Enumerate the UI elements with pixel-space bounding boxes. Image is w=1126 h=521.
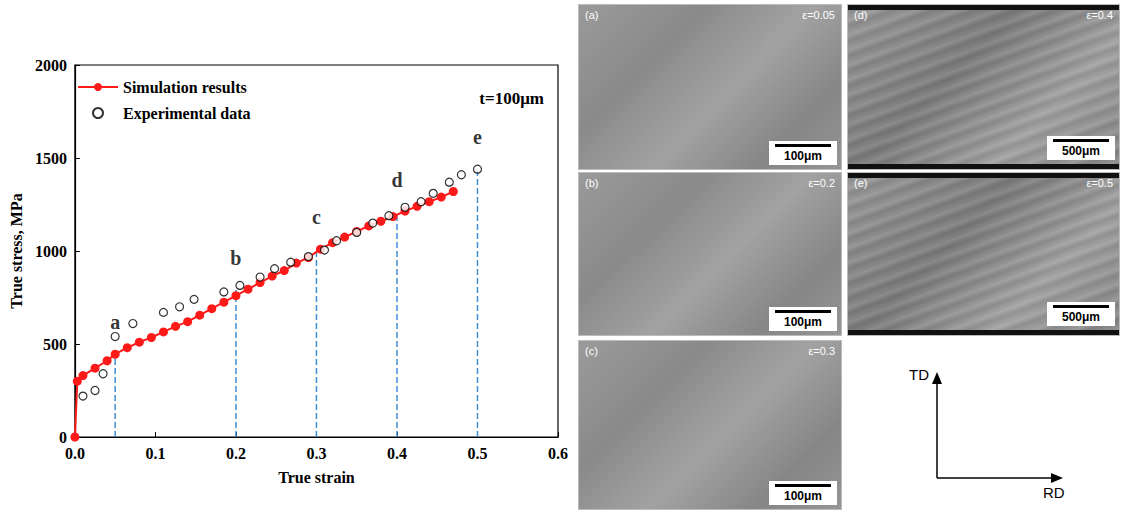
svg-text:0.0: 0.0	[65, 445, 85, 462]
html-text:ε=0.2: ε=0.2	[808, 177, 835, 189]
svg-text:True stress, MPa: True stress, MPa	[8, 193, 25, 308]
html-text:(a): (a)	[585, 9, 599, 21]
html-text:(c): (c)	[585, 345, 598, 357]
svg-text:0.4: 0.4	[387, 445, 407, 462]
html-text:(d): (d)	[854, 9, 868, 21]
svg-text:TD: TD	[909, 366, 929, 383]
html-text:ε=0.05: ε=0.05	[802, 9, 835, 21]
html-text:100μm: 100μm	[784, 149, 822, 163]
html-text:ε=0.3: ε=0.3	[808, 345, 835, 357]
html-text:500μm: 500μm	[1062, 310, 1100, 324]
svg-text:c: c	[312, 206, 321, 228]
html-text:500μm: 500μm	[1062, 144, 1100, 158]
svg-text:t=100μm: t=100μm	[479, 89, 544, 108]
svg-text:0.2: 0.2	[226, 445, 246, 462]
svg-text:500: 500	[43, 336, 67, 353]
svg-text:2000: 2000	[35, 57, 67, 74]
svg-text:a: a	[110, 311, 120, 333]
svg-text:b: b	[230, 247, 241, 269]
svg-text:0: 0	[59, 429, 67, 446]
html-text:ε=0.5: ε=0.5	[1086, 177, 1113, 189]
svg-text:RD: RD	[1043, 484, 1065, 500]
svg-text:Simulation results: Simulation results	[123, 79, 247, 96]
svg-text:0.1: 0.1	[145, 445, 165, 462]
svg-text:0.6: 0.6	[548, 445, 568, 462]
svg-text:1000: 1000	[35, 243, 67, 260]
html-text:ε=0.4: ε=0.4	[1086, 9, 1113, 21]
svg-text:0.5: 0.5	[467, 445, 487, 462]
svg-text:e: e	[473, 126, 482, 148]
html-text:100μm: 100μm	[784, 489, 822, 503]
html-text:(e): (e)	[854, 177, 868, 189]
svg-text:0.3: 0.3	[306, 445, 326, 462]
svg-text:True strain: True strain	[278, 469, 355, 486]
svg-text:d: d	[391, 169, 402, 191]
svg-text:Experimental data: Experimental data	[123, 105, 251, 123]
html-text:100μm: 100μm	[784, 315, 822, 329]
svg-text:1500: 1500	[35, 150, 67, 167]
html-text:(b): (b)	[585, 177, 599, 189]
